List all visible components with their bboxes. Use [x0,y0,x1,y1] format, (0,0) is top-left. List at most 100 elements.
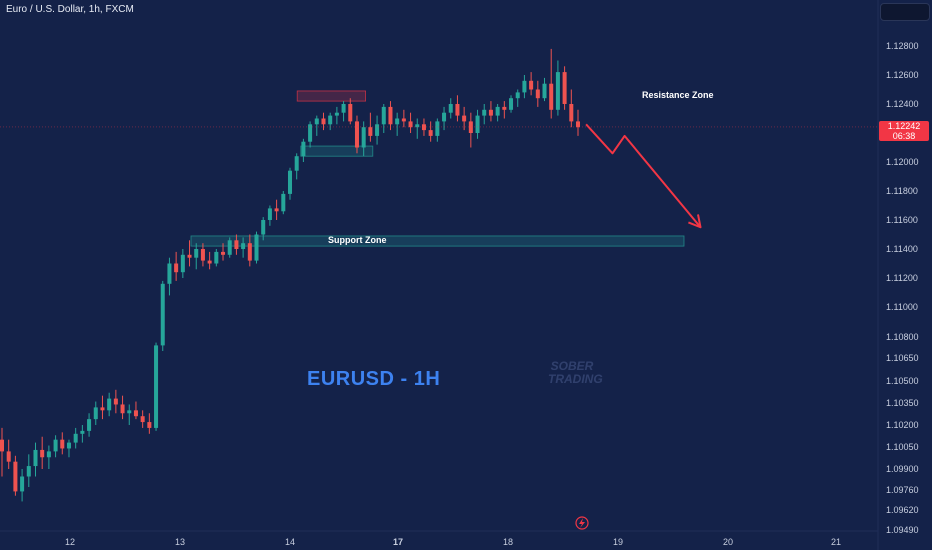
candle-body [194,249,199,258]
x-tick-label: 18 [503,537,513,547]
candle-body [247,243,252,261]
candle-body [241,243,246,249]
candle-body [301,141,306,157]
y-tick-label: 1.11800 [886,186,918,196]
candle-body [100,407,105,411]
candle-body [354,121,359,148]
candle-body [334,112,339,116]
x-tick-label: 14 [285,537,295,547]
candle-body [569,104,574,122]
x-tick-label: 21 [831,537,841,547]
y-tick-label: 1.10200 [886,420,919,430]
candle-body [435,121,440,136]
candle-body [174,263,179,273]
candle-body [214,251,219,264]
candle-body [167,263,172,284]
candle-body [274,208,279,212]
candle-body [127,410,132,414]
watermark-logo: SOBER TRADING [548,359,603,386]
candle-body [535,89,540,99]
candle-body [261,220,266,235]
y-tick-label: 1.12600 [886,70,919,80]
x-tick-label: 12 [65,537,75,547]
y-tick-label: 1.12400 [886,99,919,109]
x-tick-label: 17 [393,537,403,547]
candle-body [281,193,286,212]
candle-body [381,106,386,125]
mid-zone [300,145,374,157]
arrow-head [688,214,702,229]
x-tick-label: 19 [613,537,623,547]
candle-body [60,439,65,449]
candle-body [0,439,5,452]
candle-body [13,461,18,492]
candle-body [46,451,51,458]
candle-body [200,249,205,261]
resistance-zone-label: Resistance Zone [642,90,714,100]
candle-body [375,124,380,136]
tradingview-lightning-icon [575,516,589,530]
y-tick-label: 1.09900 [886,464,919,474]
candle-body [227,240,232,255]
candle-body [207,260,212,264]
last-price-tag: 1.12242 06:38 [879,121,929,141]
y-tick-label: 1.11600 [886,215,918,225]
candle-body [20,476,25,492]
y-tick-label: 1.12800 [886,41,919,51]
candle-body [368,127,373,136]
candle-body [294,156,299,171]
candle-body [388,106,393,125]
candle-body [160,283,165,346]
candle-body [287,170,293,194]
candle-body [428,130,433,136]
candle-body [341,104,346,113]
candle-body [66,442,71,449]
candle-body [522,80,527,93]
candle-body [408,121,413,128]
candle-body [154,345,159,428]
candle-body [495,106,500,116]
candle-body [529,80,534,90]
candle-body [348,104,353,122]
projection-arrow [585,123,702,228]
candle-body [40,449,45,458]
candle-body [549,83,554,110]
candle-body [140,416,145,423]
candle-body [53,439,58,452]
candle-body [308,124,313,142]
candle-body [267,208,272,220]
resistance-zone [296,90,367,102]
candle-body [502,106,507,110]
candle-body [328,115,333,125]
candle-body [33,449,38,467]
support-zone [190,235,685,247]
candle-body [133,410,138,417]
candle-body [26,466,31,477]
candle-body [562,72,567,104]
candle-body [314,118,319,125]
y-tick-label: 1.10650 [886,353,919,363]
candle-body [321,118,326,125]
symbol-title[interactable]: Euro / U.S. Dollar, 1h, FXCM [6,4,134,15]
y-tick-label: 1.09620 [886,505,919,515]
candle-body [6,451,11,462]
y-tick-label: 1.09490 [886,525,919,535]
candle-body [575,121,581,128]
lightning-glyph [579,518,585,528]
y-tick-label: 1.11400 [886,244,918,254]
candle-body [515,92,520,99]
candle-body [462,115,467,122]
candle-body [361,127,366,148]
candle-body [221,251,226,255]
last-price-value: 1.12242 [887,121,921,131]
axis-settings-button[interactable] [880,3,930,21]
candle-body [415,124,420,128]
candle-body [401,118,406,122]
candle-body [147,422,152,428]
y-tick-label: 1.11200 [886,273,918,283]
candle-body [475,115,480,133]
candle-body [120,404,125,414]
candle-body [442,112,447,122]
